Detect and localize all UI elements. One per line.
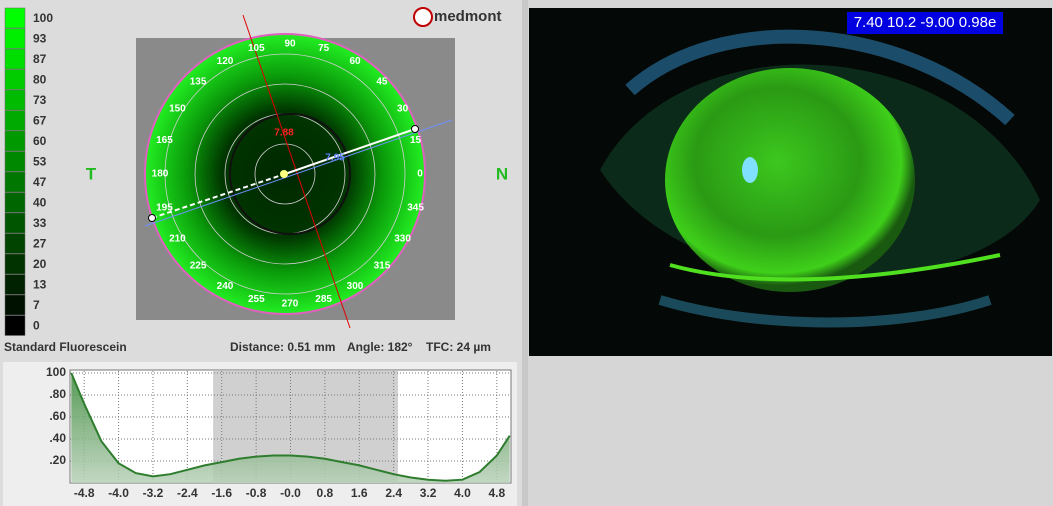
scale-swatch (4, 294, 26, 316)
angle-label: 195 (156, 202, 173, 213)
scale-label: 7 (33, 298, 40, 312)
angle-label: 210 (169, 234, 186, 245)
scale-label: 100 (33, 11, 53, 25)
x-tick-label: -0.8 (246, 486, 267, 500)
logo-icon (413, 7, 433, 27)
profile-line (70, 372, 511, 482)
scale-swatch (4, 69, 26, 90)
x-tick-label: -4.8 (74, 486, 95, 500)
scale-label: 93 (33, 32, 47, 46)
angle-label: 90 (284, 39, 296, 50)
logo: medmont (434, 8, 502, 25)
angle-label: 285 (315, 294, 332, 305)
scale-label: 87 (33, 52, 47, 66)
angle-label: 255 (248, 294, 265, 305)
x-tick-label: 0.8 (317, 486, 334, 500)
angle-label: 270 (282, 299, 299, 310)
x-tick-label: 2.4 (385, 486, 402, 500)
x-tick-label: -4.0 (108, 486, 129, 500)
scale-swatch (4, 48, 26, 70)
angle-label: 75 (318, 43, 330, 54)
scale-swatch (4, 28, 26, 49)
angle-label: 0 (417, 169, 423, 180)
scale-label: 47 (33, 175, 47, 189)
angle-label: 300 (347, 281, 364, 292)
reading: 7.88 (274, 128, 294, 139)
angle-label: 150 (169, 104, 186, 115)
status-mode: Standard Fluorescein (4, 340, 127, 354)
eye-photo (529, 8, 1052, 356)
side-label: N (496, 164, 508, 183)
x-tick-label: -0.0 (280, 486, 301, 500)
scale-label: 53 (33, 155, 47, 169)
angle-label: 240 (217, 281, 234, 292)
angle-label: 60 (349, 56, 361, 67)
scale-label: 40 (33, 196, 47, 210)
scale-swatch (4, 233, 26, 254)
scale-swatch (4, 171, 26, 193)
scale-label: 67 (33, 114, 47, 128)
scale-label: 80 (33, 73, 47, 87)
handle[interactable] (411, 125, 419, 133)
scale-swatch (4, 212, 26, 234)
axis-line (242, 14, 351, 329)
scale-label: 13 (33, 278, 47, 292)
photo-caption: 7.40 10.2 -9.00 0.98e (854, 14, 997, 31)
status-tfc: TFC: 24 µm (426, 340, 491, 354)
scale-label: 0 (33, 319, 40, 333)
angle-label: 165 (156, 135, 173, 146)
y-tick-label: .20 (49, 453, 66, 467)
x-tick-label: -2.4 (177, 486, 198, 500)
angle-label: 120 (217, 56, 234, 67)
measure-line (284, 128, 416, 175)
reading: 7.95 (325, 153, 345, 164)
scale-swatch (4, 151, 26, 172)
x-tick-label: 1.6 (351, 486, 368, 500)
angle-label: 225 (190, 261, 207, 272)
scale-swatch (4, 130, 26, 152)
angle-label: 330 (394, 234, 411, 245)
scale-swatch (4, 110, 26, 131)
angle-label: 30 (397, 104, 409, 115)
measure-line (151, 173, 286, 219)
side-label: T (86, 164, 97, 183)
scale-swatch (4, 315, 26, 336)
splitter (522, 0, 528, 506)
y-tick-label: .40 (49, 431, 66, 445)
y-tick-label: .80 (49, 387, 66, 401)
angle-label: 105 (248, 43, 265, 54)
angle-label: 345 (407, 202, 424, 213)
scale-swatch (4, 89, 26, 111)
pupil-outline (229, 113, 351, 235)
scale-label: 27 (33, 237, 47, 251)
scale-swatch (4, 7, 26, 29)
y-tick-label: .60 (49, 409, 66, 423)
scale-label: 33 (33, 216, 47, 230)
status-distance: Distance: 0.51 mm (230, 340, 335, 354)
scale-label: 20 (33, 257, 47, 271)
handle[interactable] (148, 214, 156, 222)
x-tick-label: 4.0 (454, 486, 471, 500)
center-marker (280, 170, 288, 178)
angle-label: 15 (410, 135, 422, 146)
scale-swatch (4, 253, 26, 275)
x-tick-label: -1.6 (211, 486, 232, 500)
scale-label: 73 (33, 93, 47, 107)
scale-swatch (4, 192, 26, 213)
y-tick-label: 100 (46, 365, 66, 379)
x-tick-label: -3.2 (143, 486, 164, 500)
x-tick-label: 3.2 (420, 486, 437, 500)
scale-swatch (4, 274, 26, 295)
angle-label: 45 (376, 77, 388, 88)
angle-label: 135 (190, 77, 207, 88)
x-tick-label: 4.8 (488, 486, 505, 500)
angle-label: 180 (152, 169, 169, 180)
status-angle: Angle: 182° (347, 340, 413, 354)
scale-label: 60 (33, 134, 47, 148)
profile-area (71, 373, 510, 483)
meridian (144, 119, 453, 227)
angle-label: 315 (374, 261, 391, 272)
